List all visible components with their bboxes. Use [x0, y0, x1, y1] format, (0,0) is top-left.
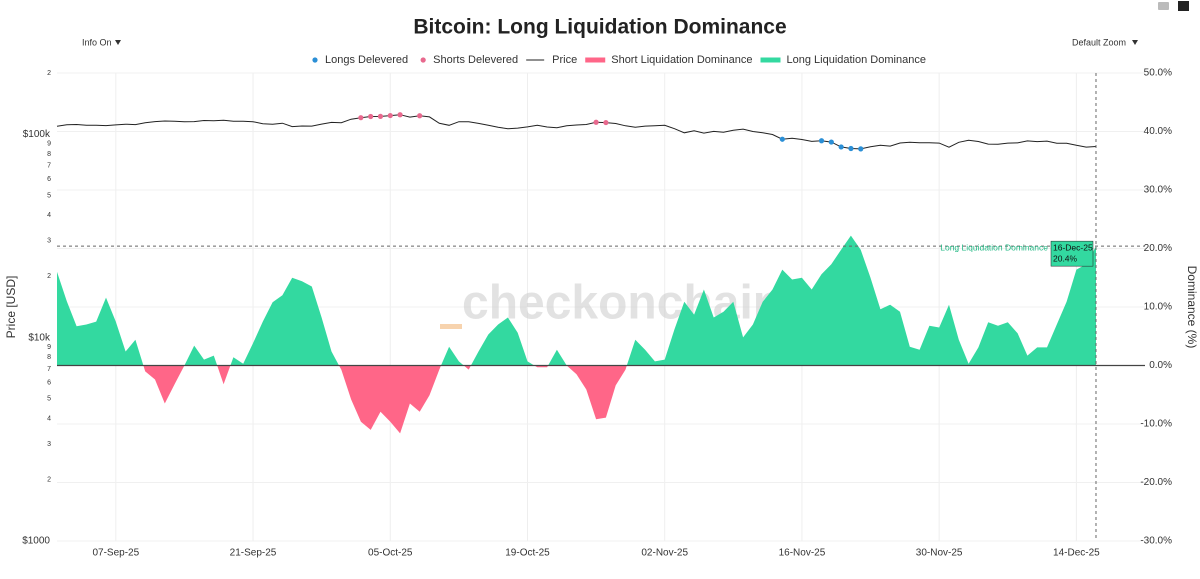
y2-tick-label: -20.0%	[1140, 477, 1172, 488]
camera-icon[interactable]	[1158, 2, 1169, 10]
dot	[593, 119, 599, 125]
legend-marker	[312, 57, 318, 63]
y2-tick-label: 40.0%	[1144, 126, 1172, 137]
dot	[848, 145, 854, 152]
y2-axis-title: Dominance (%)	[1185, 266, 1199, 349]
dot	[818, 138, 825, 144]
x-tick-label: 30-Nov-25	[916, 548, 963, 559]
info-toggle[interactable]: Info On	[82, 37, 112, 47]
area	[470, 317, 535, 366]
dot	[377, 113, 384, 119]
logo-icon[interactable]	[1178, 1, 1189, 11]
watermark-dash	[440, 324, 462, 329]
y-tick-label: $1000	[22, 536, 50, 547]
dot	[603, 119, 609, 126]
dropdown-arrow[interactable]	[115, 40, 121, 45]
y2-tick-label: 20.0%	[1144, 243, 1172, 254]
area	[548, 349, 567, 366]
y2-tick-label: 30.0%	[1144, 185, 1172, 196]
y-tick-label: 9	[47, 140, 51, 147]
dot	[417, 113, 423, 119]
y-tick-label: 2	[47, 477, 51, 484]
x-tick-label: 21-Sep-25	[230, 548, 277, 559]
y-tick-label: 8	[47, 354, 51, 361]
y-tick-label: 6	[47, 380, 51, 387]
dot	[779, 136, 785, 142]
y2-tick-label: -30.0%	[1140, 536, 1172, 547]
x-tick-label: 07-Sep-25	[92, 548, 139, 559]
dot	[358, 115, 364, 121]
y-tick-label: 9	[47, 344, 51, 351]
area	[217, 365, 231, 385]
legend-marker	[760, 57, 781, 63]
y-axis-title: Price [USD]	[4, 276, 18, 339]
y-tick-label: 7	[47, 163, 51, 170]
y-tick-label: 3	[47, 237, 51, 244]
x-tick-label: 14-Dec-25	[1053, 548, 1100, 559]
y-tick-label: 8	[47, 151, 51, 158]
area	[441, 346, 464, 366]
legend-marker	[420, 57, 426, 63]
dot	[387, 112, 393, 119]
legend-marker	[585, 57, 606, 63]
area	[566, 365, 627, 420]
chart-title: Bitcoin: Long Liquidation Dominance	[413, 16, 786, 39]
line	[56, 114, 1097, 150]
zoom-menu[interactable]: Default Zoom	[1072, 37, 1126, 47]
dot	[858, 146, 864, 152]
tooltip-value: 20.4%	[1053, 253, 1078, 263]
dot	[828, 139, 834, 145]
y2-tick-label: 0.0%	[1149, 360, 1172, 371]
y-tick-label: 6	[47, 176, 51, 183]
x-tick-label: 19-Oct-25	[505, 548, 550, 559]
area	[57, 271, 144, 366]
y-tick-label: $100k	[23, 129, 51, 140]
y-tick-label: 3	[47, 441, 51, 448]
dot	[368, 113, 374, 120]
x-tick-label: 16-Nov-25	[779, 548, 826, 559]
y-tick-label: 2	[47, 70, 51, 77]
area	[339, 365, 441, 434]
y2-tick-label: 50.0%	[1144, 68, 1172, 79]
legend-label: Longs Delevered	[325, 54, 408, 66]
y-tick-label: 5	[47, 396, 51, 403]
y-tick-label: 5	[47, 192, 51, 199]
y-tick-label: 4	[47, 415, 51, 422]
y-tick-label: $10k	[28, 332, 51, 343]
legend-label: Long Liquidation Dominance	[787, 54, 926, 66]
area	[626, 235, 1096, 366]
legend-label: Price	[552, 54, 577, 66]
y-tick-label: 2	[47, 273, 51, 280]
legend-label: Shorts Delevered	[433, 54, 518, 66]
area	[230, 277, 339, 366]
area	[143, 365, 185, 404]
tooltip-date: 16-Dec-25	[1053, 242, 1093, 252]
dot	[397, 112, 403, 118]
area	[184, 345, 218, 366]
y-tick-label: 4	[47, 212, 51, 219]
tooltip-box	[1050, 240, 1094, 267]
y2-tick-label: 10.0%	[1144, 302, 1172, 313]
x-tick-label: 05-Oct-25	[368, 548, 413, 559]
legend-label: Short Liquidation Dominance	[611, 54, 752, 66]
y-tick-label: 7	[47, 366, 51, 373]
dropdown-arrow[interactable]	[1132, 40, 1138, 45]
area	[463, 365, 471, 370]
y2-tick-label: -10.0%	[1140, 419, 1172, 430]
annotation-label: Long Liquidation Dominance	[940, 242, 1048, 252]
dot	[838, 144, 844, 150]
x-tick-label: 02-Nov-25	[641, 548, 688, 559]
